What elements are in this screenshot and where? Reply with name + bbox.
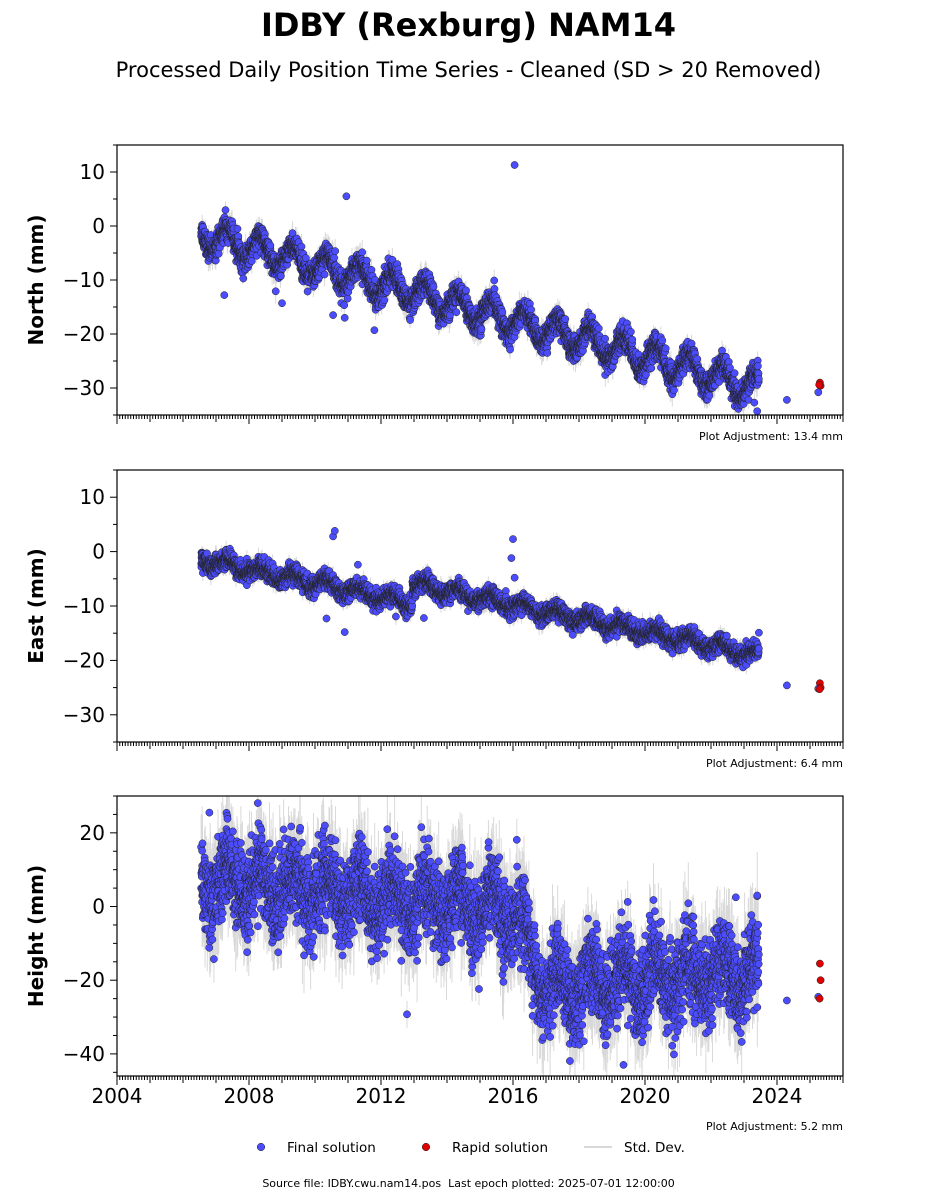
- chart-subtitle: Processed Daily Position Time Series - C…: [0, 58, 937, 82]
- final-solution-points-north: [197, 161, 823, 415]
- chart-title: IDBY (Rexburg) NAM14: [0, 6, 937, 44]
- data-point-final: [214, 249, 223, 258]
- plot-area-north: [197, 161, 825, 415]
